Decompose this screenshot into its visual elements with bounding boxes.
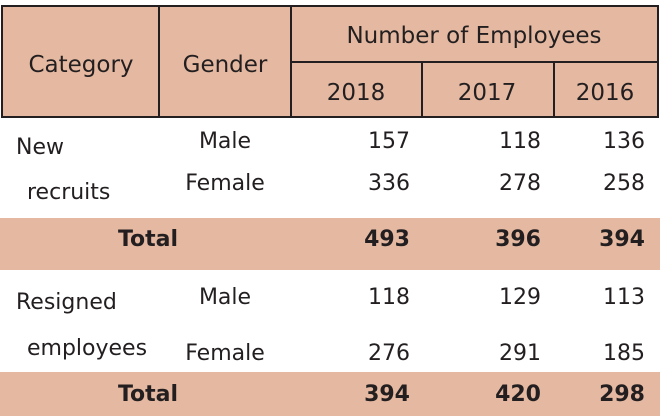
header-year-2018: 2018: [326, 80, 386, 106]
value-cell: 129: [499, 285, 541, 310]
header-divider: [158, 5, 160, 118]
header-year-2017: 2017: [457, 80, 517, 106]
total-value: 420: [495, 382, 541, 407]
total-value: 396: [495, 227, 541, 252]
value-cell: 113: [603, 285, 645, 310]
value-cell: 136: [603, 129, 645, 154]
total-value: 394: [599, 227, 645, 252]
gender-cell: Female: [185, 171, 265, 196]
value-cell: 278: [499, 171, 541, 196]
total-row: Total 394 420 298: [0, 372, 660, 416]
category-label: employees: [27, 336, 148, 361]
header-divider: [421, 61, 423, 118]
gender-cell: Male: [198, 129, 252, 154]
header-number-of-employees: Number of Employees: [346, 23, 602, 49]
value-cell: 336: [368, 171, 410, 196]
value-cell: 276: [368, 341, 410, 366]
value-cell: 118: [368, 285, 410, 310]
value-cell: 291: [499, 341, 541, 366]
header-category: Category: [28, 52, 134, 78]
category-label: recruits: [27, 180, 111, 205]
header-year-2016: 2016: [575, 80, 635, 106]
header-divider: [290, 61, 659, 63]
gender-cell: Female: [185, 341, 265, 366]
category-label: Resigned: [16, 290, 117, 315]
header-divider: [553, 61, 555, 118]
category-label: New: [16, 135, 64, 160]
value-cell: 258: [603, 171, 645, 196]
total-label: Total: [117, 382, 179, 407]
header-gender: Gender: [182, 52, 268, 78]
total-value: 394: [364, 382, 410, 407]
total-value: 298: [599, 382, 645, 407]
value-cell: 185: [603, 341, 645, 366]
total-row: Total 493 396 394: [0, 218, 660, 270]
value-cell: 157: [368, 129, 410, 154]
total-label: Total: [117, 227, 179, 252]
gender-cell: Male: [198, 285, 252, 310]
value-cell: 118: [499, 129, 541, 154]
total-value: 493: [364, 227, 410, 252]
